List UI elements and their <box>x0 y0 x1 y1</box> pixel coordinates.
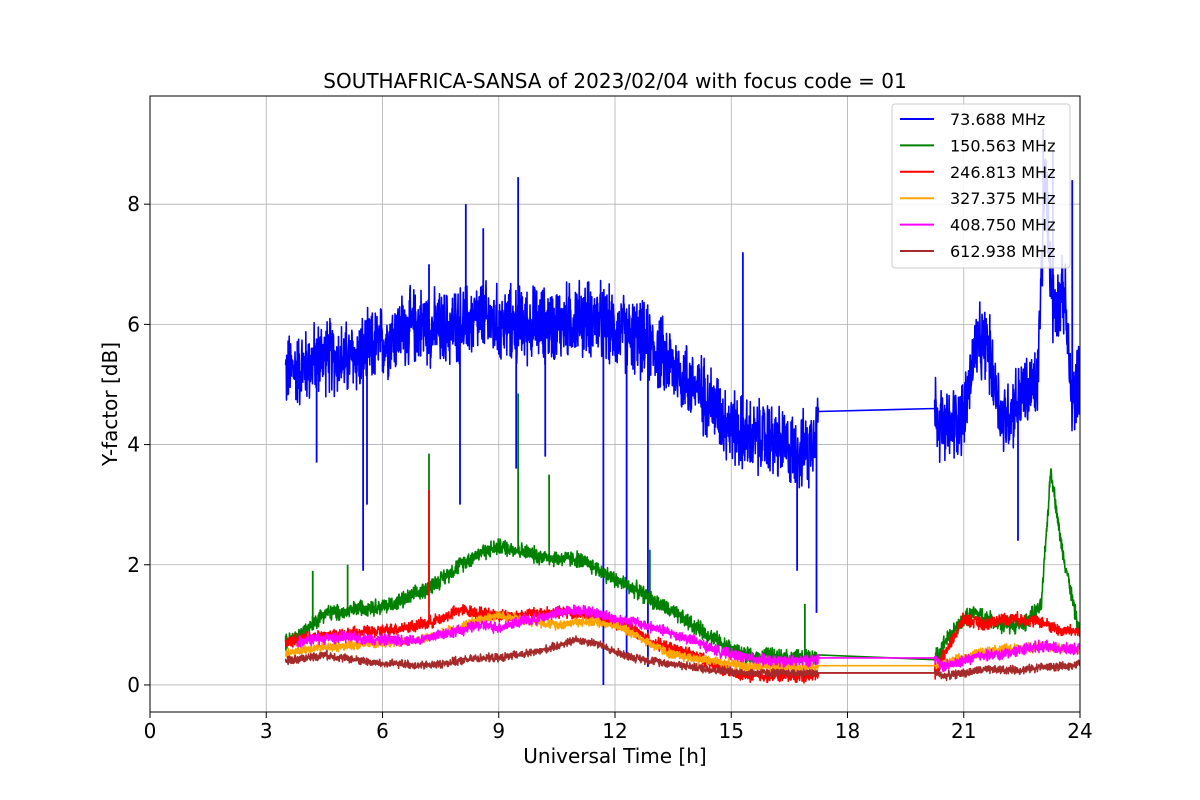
series-line <box>284 635 1080 682</box>
series-4 <box>296 604 1080 673</box>
y-tick-label: 8 <box>127 192 140 216</box>
y-axis-label: Y-factor [dB] <box>98 342 122 467</box>
chart-title: SOUTHAFRICA-SANSA of 2023/02/04 with foc… <box>323 69 907 93</box>
legend-label: 73.688 MHz <box>950 110 1045 129</box>
x-tick-label: 24 <box>1067 719 1092 743</box>
y-tick-label: 2 <box>127 553 140 577</box>
legend-box <box>891 103 1071 269</box>
x-tick-label: 9 <box>492 719 505 743</box>
x-tick-label: 15 <box>719 719 744 743</box>
series-5 <box>284 635 1080 682</box>
y-tick-label: 4 <box>127 433 140 457</box>
x-axis-label: Universal Time [h] <box>523 744 706 768</box>
legend-label: 408.750 MHz <box>950 216 1055 235</box>
x-tick-label: 18 <box>835 719 860 743</box>
x-tick-label: 3 <box>260 719 273 743</box>
x-axis: 0 3 6 9 12 15 18 21 24 <box>144 712 1093 743</box>
y-tick-label: 6 <box>127 312 140 336</box>
plot-area <box>284 129 1080 685</box>
x-tick-label: 12 <box>602 719 627 743</box>
legend-label: 246.813 MHz <box>950 163 1055 182</box>
legend-label: 327.375 MHz <box>950 189 1055 208</box>
series-line <box>296 604 1080 673</box>
x-tick-label: 6 <box>376 719 389 743</box>
legend-label: 612.938 MHz <box>950 242 1055 261</box>
legend-label: 150.563 MHz <box>950 136 1055 155</box>
x-tick-label: 21 <box>951 719 976 743</box>
legend: 73.688 MHz 150.563 MHz 246.813 MHz 327.375 … <box>891 103 1071 269</box>
x-tick-label: 0 <box>144 719 157 743</box>
series-line <box>284 158 1080 489</box>
y-axis: 0 2 4 6 8 <box>127 192 150 697</box>
y-tick-label: 0 <box>127 673 140 697</box>
